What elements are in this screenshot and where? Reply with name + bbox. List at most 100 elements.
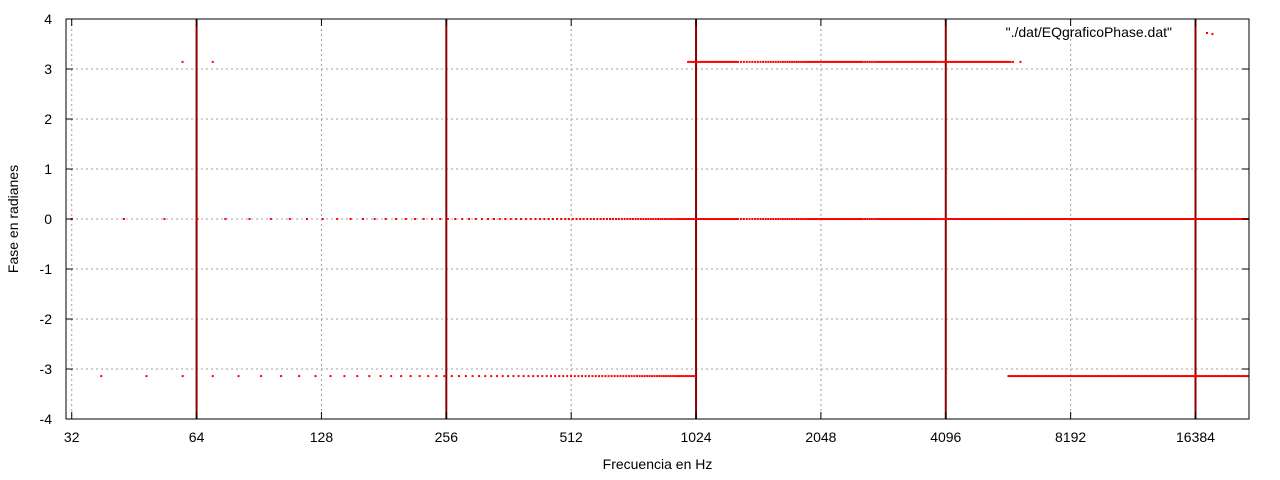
data-point bbox=[626, 218, 629, 220]
data-point bbox=[830, 218, 833, 220]
data-point bbox=[940, 218, 943, 220]
data-point bbox=[849, 218, 852, 220]
data-point bbox=[1245, 375, 1248, 378]
data-point bbox=[972, 218, 975, 220]
data-point bbox=[930, 218, 933, 220]
data-point bbox=[791, 218, 793, 220]
data-point bbox=[948, 60, 951, 63]
data-point bbox=[658, 375, 661, 378]
data-point bbox=[1218, 218, 1221, 220]
data-point bbox=[702, 60, 705, 63]
data-point bbox=[1108, 218, 1111, 220]
data-point bbox=[872, 60, 875, 63]
data-point bbox=[496, 375, 499, 378]
data-point bbox=[487, 218, 490, 220]
data-point bbox=[1021, 375, 1024, 378]
data-point bbox=[1232, 218, 1235, 220]
data-point bbox=[675, 375, 678, 378]
data-point bbox=[850, 218, 853, 220]
data-point bbox=[1026, 375, 1029, 378]
data-point bbox=[564, 218, 567, 220]
data-point bbox=[404, 218, 407, 220]
data-point bbox=[556, 218, 559, 220]
data-point bbox=[461, 218, 464, 220]
data-point bbox=[566, 375, 569, 378]
data-point bbox=[678, 218, 681, 220]
data-point bbox=[1009, 375, 1012, 378]
data-point bbox=[589, 218, 592, 220]
data-point bbox=[772, 218, 775, 220]
data-point bbox=[1038, 375, 1041, 378]
data-point bbox=[545, 375, 548, 378]
data-point bbox=[1230, 218, 1233, 220]
data-point bbox=[643, 375, 646, 378]
data-point bbox=[717, 218, 720, 220]
data-point bbox=[799, 218, 802, 220]
data-point bbox=[1186, 375, 1189, 378]
data-point bbox=[878, 218, 881, 220]
data-point bbox=[735, 60, 738, 63]
data-point bbox=[651, 375, 654, 378]
data-point bbox=[514, 218, 517, 220]
data-point bbox=[1097, 218, 1100, 220]
data-point bbox=[807, 218, 810, 220]
data-point bbox=[1114, 375, 1117, 378]
data-point bbox=[774, 60, 777, 63]
data-point bbox=[988, 218, 991, 220]
data-point bbox=[868, 218, 871, 220]
data-point bbox=[1046, 375, 1049, 378]
data-point bbox=[1230, 375, 1233, 378]
data-point bbox=[1211, 375, 1214, 378]
data-point bbox=[711, 60, 714, 63]
data-point bbox=[674, 218, 677, 220]
data-point bbox=[616, 375, 619, 378]
data-point bbox=[560, 218, 563, 220]
data-point bbox=[846, 60, 849, 63]
data-point bbox=[1217, 375, 1220, 378]
data-point bbox=[1074, 218, 1077, 220]
data-point bbox=[1116, 375, 1119, 378]
data-point bbox=[779, 60, 782, 63]
data-point bbox=[662, 375, 665, 378]
data-point bbox=[702, 218, 705, 220]
data-point bbox=[727, 218, 730, 220]
data-point bbox=[858, 218, 861, 220]
data-point bbox=[721, 60, 724, 63]
data-point bbox=[1103, 218, 1106, 220]
data-point bbox=[962, 218, 965, 220]
data-point bbox=[623, 218, 626, 220]
data-point bbox=[733, 60, 736, 63]
data-point bbox=[1204, 218, 1207, 220]
data-point bbox=[890, 60, 893, 63]
data-point bbox=[959, 218, 962, 220]
data-point bbox=[468, 218, 471, 220]
data-point bbox=[975, 60, 978, 63]
data-point bbox=[1138, 375, 1141, 378]
data-point bbox=[811, 218, 814, 220]
data-point bbox=[1215, 218, 1218, 220]
data-point bbox=[866, 60, 869, 63]
data-point bbox=[788, 60, 791, 63]
data-point bbox=[992, 218, 995, 220]
data-point bbox=[817, 218, 820, 220]
data-point bbox=[435, 375, 438, 378]
data-point bbox=[298, 375, 301, 378]
data-point bbox=[832, 60, 835, 63]
data-point bbox=[892, 218, 895, 220]
data-point bbox=[1009, 60, 1012, 63]
data-point bbox=[450, 375, 453, 378]
data-point bbox=[874, 60, 877, 63]
data-point bbox=[1133, 375, 1136, 378]
data-point bbox=[938, 218, 941, 220]
data-point bbox=[660, 375, 663, 378]
data-point bbox=[995, 60, 998, 63]
data-point bbox=[922, 60, 925, 63]
data-point bbox=[805, 218, 808, 220]
data-point bbox=[1135, 218, 1138, 220]
data-point bbox=[815, 60, 818, 63]
data-point bbox=[705, 218, 708, 220]
data-point bbox=[1227, 375, 1230, 378]
data-point bbox=[1018, 375, 1021, 378]
data-point bbox=[237, 375, 240, 378]
data-point bbox=[656, 218, 659, 220]
